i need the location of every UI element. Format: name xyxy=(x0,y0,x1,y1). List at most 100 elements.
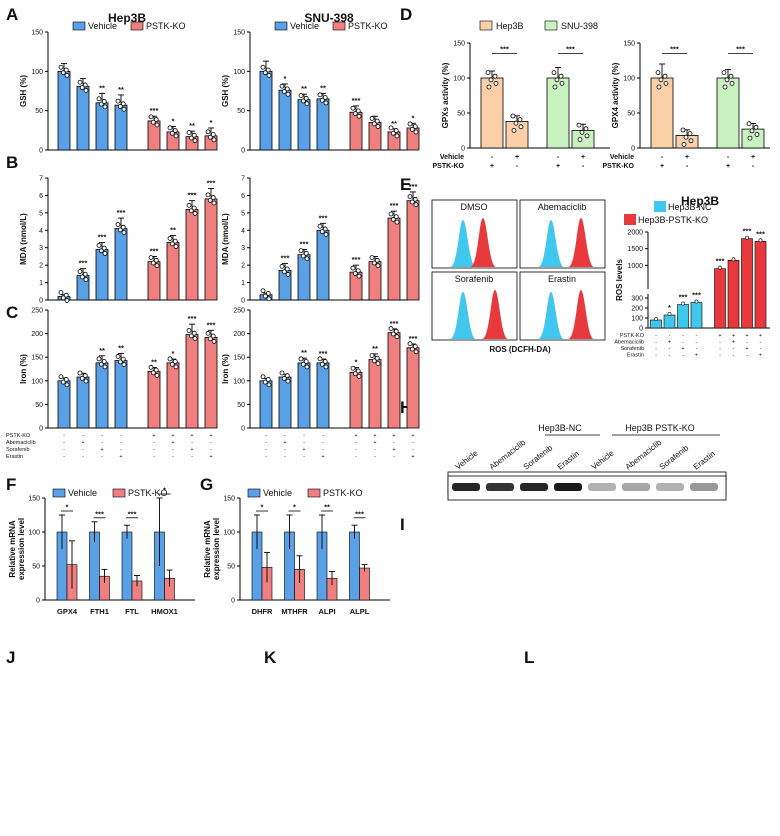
g-ytick-label: 150 xyxy=(223,496,235,503)
a1-point xyxy=(153,117,159,122)
f-ytick-label: 100 xyxy=(28,530,40,537)
c2-ytick-label: 100 xyxy=(233,378,245,385)
treatment-cell: - xyxy=(393,454,395,460)
d2-point xyxy=(754,132,760,137)
a2-point xyxy=(352,111,358,116)
treatment-cell: + xyxy=(759,333,762,339)
b1-bar xyxy=(166,242,180,301)
a1-point xyxy=(211,137,217,143)
treatment-cell: - xyxy=(82,454,84,460)
d1-bar xyxy=(505,121,529,149)
f-ylabel: Relative mRNA xyxy=(8,520,17,578)
a1-bar xyxy=(95,102,109,151)
c2-ytick-label: 200 xyxy=(233,331,245,338)
c2-bar xyxy=(278,376,292,429)
treatment-cell: - xyxy=(153,454,155,460)
b1-point xyxy=(150,260,156,266)
chart-title-a2: SNU-398 xyxy=(304,11,354,25)
a1-legend-label: PSTK-KO xyxy=(146,21,186,31)
treatment-cell: + xyxy=(681,346,684,352)
e2-ytick-label: 2000 xyxy=(627,230,643,237)
a1-point xyxy=(82,82,88,88)
c2-point xyxy=(375,361,381,367)
treatment-row-label: Erastin xyxy=(627,353,644,359)
b1-point xyxy=(207,197,213,203)
b1-point xyxy=(172,238,178,244)
treatment-cell: - xyxy=(322,440,324,446)
flow-peak-ko xyxy=(470,218,496,267)
a2-point xyxy=(323,100,329,106)
b1-ytick-label: 5 xyxy=(39,210,43,217)
c1-point xyxy=(79,375,85,381)
a2-point xyxy=(374,118,380,124)
d1-point xyxy=(510,113,516,119)
f-category: HMOX1 xyxy=(151,607,178,616)
a1-point xyxy=(117,104,123,109)
treatment-cell: - xyxy=(265,454,267,460)
flow-peak-nc xyxy=(538,220,564,267)
blot-band-gpx4 xyxy=(588,483,616,491)
d2-ytick-label: 100 xyxy=(623,76,635,83)
flow-peak-ko xyxy=(568,218,594,267)
a1-point xyxy=(102,104,108,110)
c2-point xyxy=(371,358,377,364)
d1-bar xyxy=(480,77,504,149)
treatment-cell: - xyxy=(153,447,155,453)
b2-signif: *** xyxy=(390,201,399,210)
a2-point xyxy=(260,64,266,70)
d2-point xyxy=(658,77,664,83)
blot-band-gpx4 xyxy=(486,483,514,491)
b1-point xyxy=(117,227,123,233)
b1-point xyxy=(98,248,104,254)
b1-point xyxy=(120,224,126,230)
b1-point xyxy=(96,243,102,248)
treatment-cell: - xyxy=(669,353,671,359)
treatment-cell: + xyxy=(152,433,155,439)
b2-point xyxy=(298,248,304,254)
c1-point xyxy=(82,373,88,379)
treatment-cell: + xyxy=(745,346,748,352)
g-category: ALPL xyxy=(350,607,370,616)
d-legend-label: Hep3B xyxy=(496,21,524,31)
d1-point xyxy=(493,81,499,86)
c2-ytick-label: 50 xyxy=(237,402,245,409)
e2-legend-label: Hep3B-PSTK-KO xyxy=(638,215,708,225)
c1-bar xyxy=(114,360,128,429)
panel-label-a: A xyxy=(6,5,18,24)
treatment-cell: + xyxy=(695,353,698,359)
flow-plot-title: Abemaciclib xyxy=(538,202,587,212)
treatment-row-label: PSTK-KO xyxy=(6,433,31,439)
a1-bar xyxy=(114,104,128,151)
c1-signif: *** xyxy=(188,314,197,323)
b2-point xyxy=(285,272,291,277)
c1-point xyxy=(207,336,213,342)
f-category: FTH1 xyxy=(90,607,109,616)
treatment-cell: + xyxy=(190,433,193,439)
treatment-cell: - xyxy=(265,440,267,446)
blot-lane-label: Sorafenib xyxy=(522,443,555,472)
b1-point xyxy=(60,295,66,301)
treatment-row-label: Sorafenib xyxy=(620,346,644,352)
chart-title-e2: Hep3B xyxy=(681,194,719,208)
a2-bar xyxy=(316,98,330,151)
treatment-cell: - xyxy=(355,440,357,446)
c1-point xyxy=(167,356,173,362)
e2-ytick-label: 0 xyxy=(639,326,643,333)
c2-point xyxy=(298,356,304,362)
b1-signif: *** xyxy=(117,208,126,217)
b2-point xyxy=(260,288,266,294)
treatment-cell: - xyxy=(210,447,212,453)
c2-signif: ** xyxy=(372,344,378,353)
a2-ytick-label: 50 xyxy=(237,108,245,115)
treatment-cell: - xyxy=(82,433,84,439)
treatment-row-label: PSTK-KO xyxy=(603,163,635,170)
b2-signif: *** xyxy=(281,253,290,262)
e2-legend-swatch xyxy=(624,214,636,225)
c2-point xyxy=(350,365,356,371)
d2-point xyxy=(728,73,734,79)
c2-point xyxy=(374,355,380,361)
a1-ytick-label: 150 xyxy=(31,30,43,37)
